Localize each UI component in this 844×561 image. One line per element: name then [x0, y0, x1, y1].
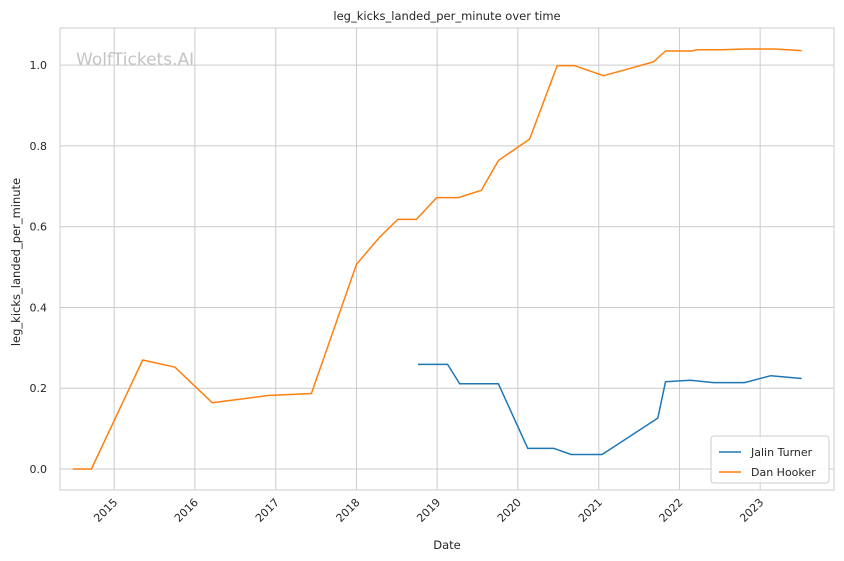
- chart-title: leg_kicks_landed_per_minute over time: [333, 9, 560, 23]
- y-tick-label: 1.0: [30, 59, 48, 72]
- legend-label-jalin-turner: Jalin Turner: [750, 446, 813, 459]
- watermark-text: WolfTickets.AI: [76, 50, 194, 70]
- legend-label-dan-hooker: Dan Hooker: [751, 466, 816, 479]
- series-line-1: [72, 48, 802, 470]
- y-tick-labels: 0.0 0.2 0.4 0.6 0.8 1.0: [30, 59, 48, 476]
- legend: Jalin Turner Dan Hooker: [710, 435, 830, 484]
- plot-frame: [59, 27, 835, 491]
- y-tick-label: 0.0: [30, 463, 48, 476]
- series-line-0: [417, 363, 802, 456]
- y-tick-label: 0.2: [30, 382, 48, 395]
- y-tick-label: 0.4: [30, 301, 48, 314]
- y-tick-label: 0.8: [30, 140, 48, 153]
- series-layer: [72, 48, 802, 470]
- grid-lines: [60, 28, 834, 490]
- y-axis-title: leg_kicks_landed_per_minute: [9, 178, 23, 346]
- x-axis-title: Date: [433, 538, 461, 552]
- y-tick-label: 0.6: [30, 221, 48, 234]
